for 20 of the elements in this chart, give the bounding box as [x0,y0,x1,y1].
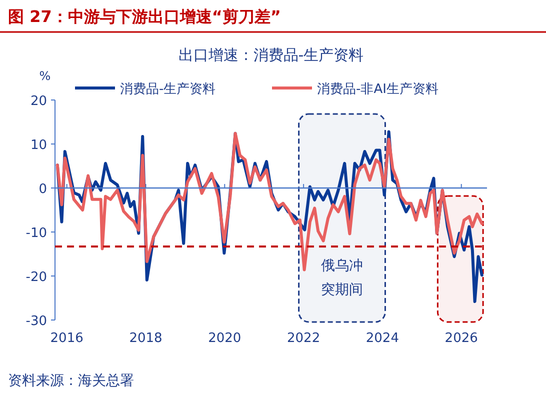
y-tick-label: 0 [38,182,47,197]
x-tick-label: 2018 [129,331,162,346]
legend-label: 消费品-非AI生产资料 [317,82,438,97]
x-tick-label: 2024 [366,331,399,346]
x-tick-label: 2022 [287,331,320,346]
x-tick-label: 2016 [50,331,84,346]
y-tick-label: -20 [26,270,47,285]
x-tick-label: 2020 [208,331,242,346]
y-tick-label: 10 [30,138,47,153]
y-tick-label: 20 [30,94,47,109]
x-tick-label: 2026 [444,331,478,346]
text: 资料来源：海关总署 [8,373,134,389]
chart-title: 图 27：中游与下游出口增速“剪刀差” [8,7,281,26]
y-tick-label: -10 [26,226,47,241]
y-tick-label: -30 [26,314,47,329]
chart-subtitle: 出口增速：消费品-生产资料 [178,46,364,64]
y-axis-title: % [39,69,51,83]
legend-label: 消费品-生产资料 [120,82,216,97]
band-label: 俄乌冲突期间 [321,258,364,298]
line-series [56,132,484,272]
